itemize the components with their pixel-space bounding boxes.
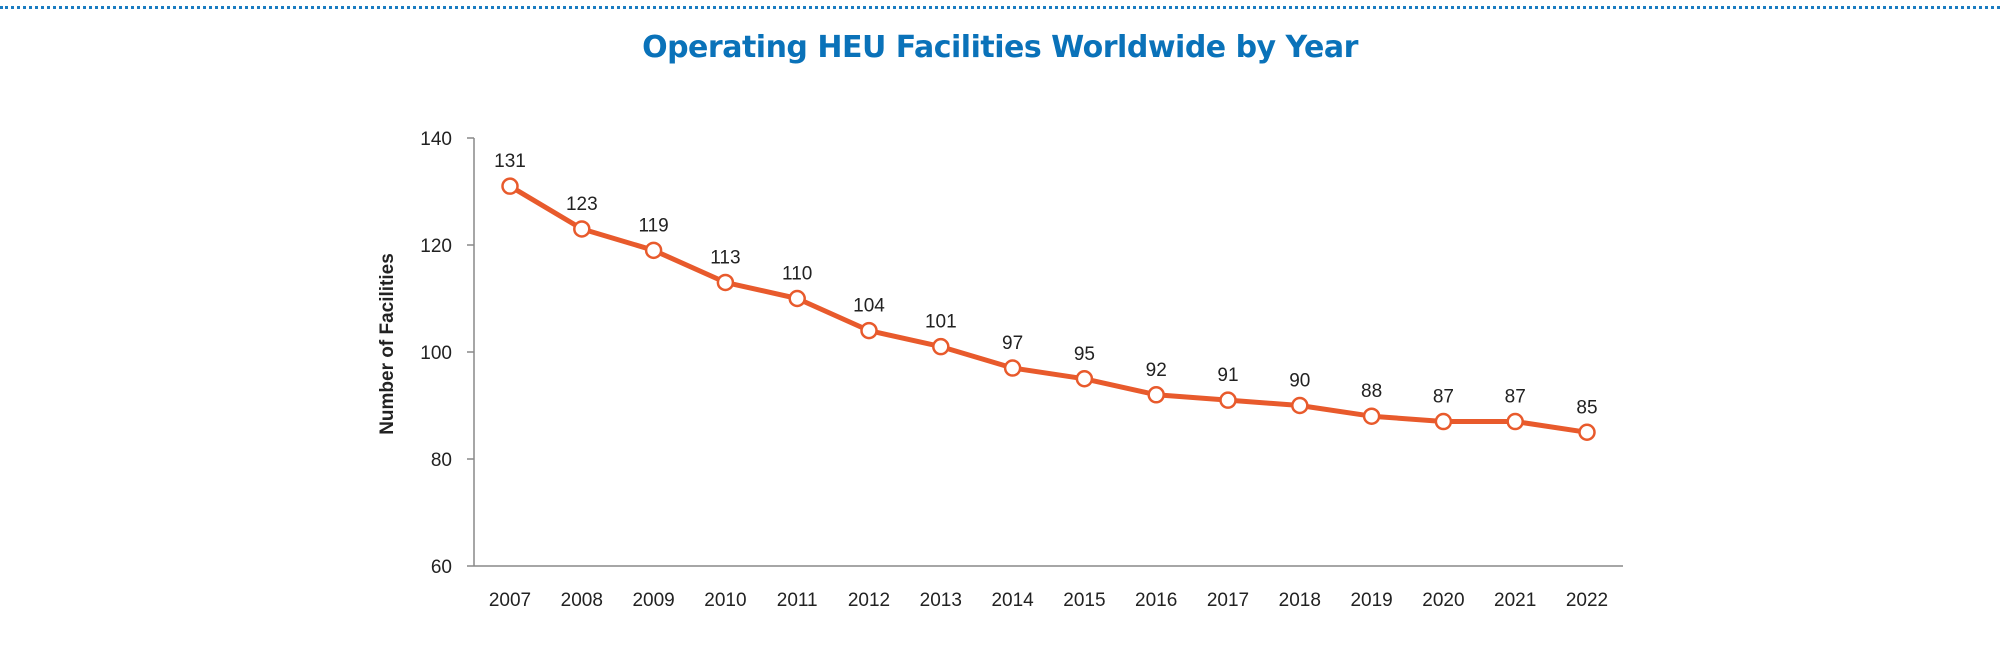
data-point [788,289,806,308]
x-tick-label: 2011 [777,590,818,611]
x-tick-label: 2018 [1279,590,1321,611]
data-label: 87 [1433,387,1454,408]
data-label: 88 [1361,381,1382,402]
data-label: 110 [782,264,812,285]
data-label: 101 [925,312,957,333]
data-label: 123 [566,194,598,215]
data-label: 104 [853,296,885,317]
x-tick-label: 2019 [1350,590,1392,611]
x-tick-label: 2015 [1063,590,1105,611]
data-point [573,220,591,238]
data-point [1291,396,1309,415]
data-point [1578,423,1596,441]
x-tick-label: 2009 [632,590,674,611]
x-tick-label: 2021 [1494,590,1536,611]
data-label: 91 [1217,365,1238,386]
y-tick-label: 140 [420,129,452,150]
data-point [1003,359,1022,377]
x-tick-label: 2013 [920,590,962,611]
y-tick-label: 60 [431,557,452,578]
data-label: 95 [1074,344,1095,365]
data-label: 90 [1289,371,1310,392]
data-label: 92 [1146,360,1167,381]
data-point [932,337,950,356]
data-label: 87 [1505,387,1526,408]
data-label: 85 [1576,397,1597,418]
data-label: 113 [710,247,740,268]
y-tick-label: 100 [420,343,452,364]
data-point [1434,412,1453,431]
x-tick-label: 2020 [1422,590,1464,611]
data-point [644,241,663,260]
top-dotted-rule [0,6,2000,9]
x-tick-label: 2012 [848,590,890,611]
chart-title: Operating HEU Facilities Worldwide by Ye… [642,30,1358,65]
data-point [716,273,735,292]
x-tick-label: 2022 [1566,590,1608,611]
data-label: 119 [638,215,668,236]
data-point [1219,391,1237,409]
chart-axes [473,138,1623,567]
x-tick-labels: 2007 2008 2009 2010 2011 2012 2013 2014 2015 2016… [489,590,1608,611]
x-tick-label: 2010 [704,590,746,611]
data-point [860,321,878,340]
x-tick-label: 2014 [991,590,1034,611]
x-tick-label: 2016 [1135,590,1177,611]
y-tick-label: 120 [420,236,452,257]
x-tick-label: 2007 [489,590,531,611]
data-point [1362,407,1381,425]
data-point [1075,370,1094,388]
y-axis-label: Number of Facilities [377,253,398,435]
x-tick-label: 2008 [561,590,603,611]
y-tick-label: 80 [431,450,452,471]
data-point [1147,386,1165,404]
data-labels: 131 123 119 113 110 104 101 97 95 92 91 90 88 87 87 85 [494,151,1597,418]
data-point [501,177,519,195]
data-label: 97 [1002,333,1023,354]
x-tick-label: 2017 [1207,590,1249,611]
y-tick-labels: 60 80 100 120 140 [420,129,474,578]
data-markers [501,177,1596,441]
series-line [507,183,1590,435]
data-point [1506,412,1524,431]
series-polyline [507,183,1590,435]
data-label: 131 [494,151,526,172]
